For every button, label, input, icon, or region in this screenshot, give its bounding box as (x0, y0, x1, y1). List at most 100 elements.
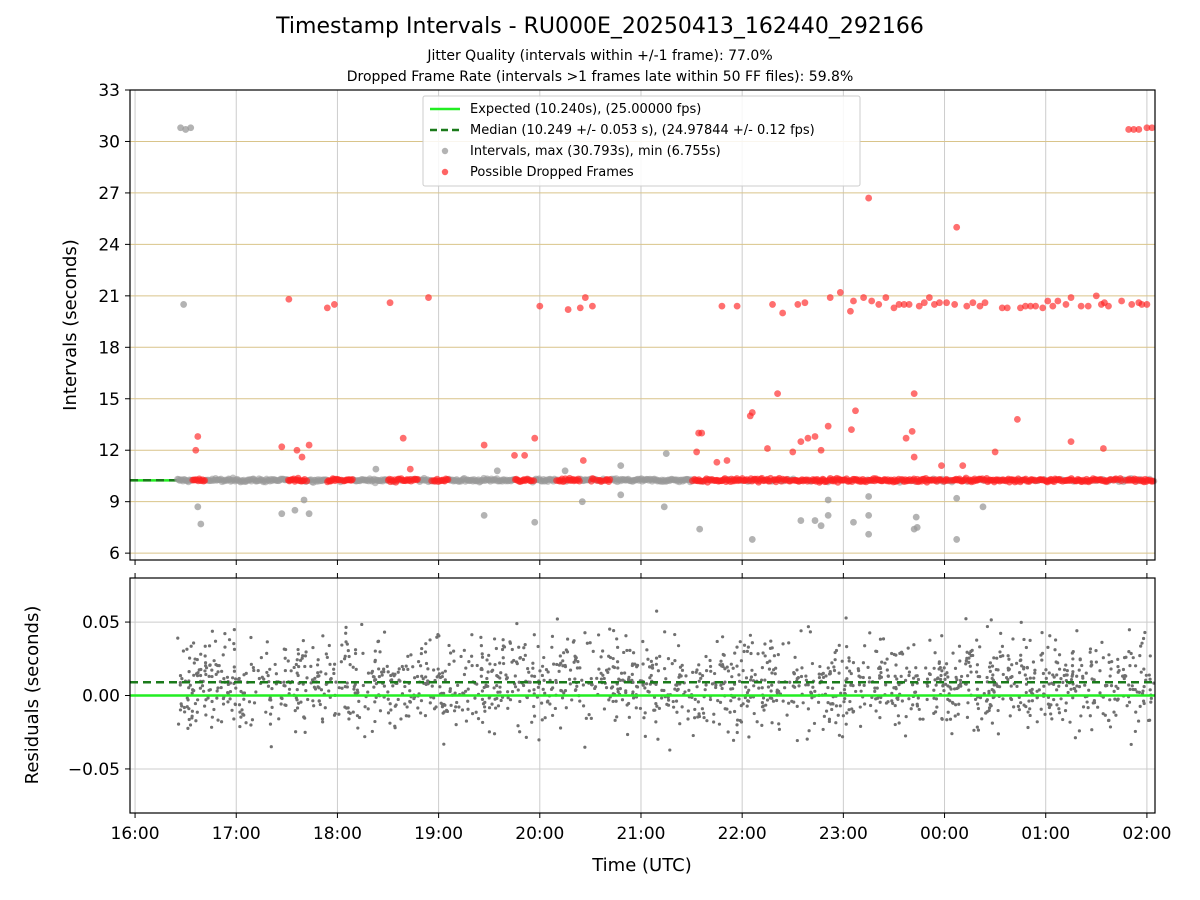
residual-point (738, 640, 742, 644)
residual-point (696, 700, 700, 704)
residual-point (320, 717, 325, 721)
residual-point (804, 678, 808, 682)
residual-point (910, 683, 915, 687)
residual-point (1064, 701, 1068, 705)
residual-point (216, 686, 220, 690)
residual-point (1070, 674, 1074, 678)
residual-point (234, 686, 238, 690)
residual-point (1001, 672, 1005, 677)
residual-point (935, 677, 940, 681)
dropped-frame-point (875, 301, 883, 308)
residual-point (265, 651, 269, 655)
residual-point (958, 659, 962, 663)
dropped-frame-point (953, 223, 961, 231)
residual-point (644, 682, 649, 686)
residual-point (440, 671, 445, 675)
residual-point (193, 701, 198, 706)
residual-point (683, 690, 687, 694)
dropped-frame-point (1105, 302, 1112, 310)
residual-point (720, 686, 724, 691)
residual-point (771, 699, 776, 703)
residual-point (327, 643, 331, 648)
residual-point (355, 688, 359, 692)
dropped-frame-point (1099, 445, 1107, 452)
residual-point (219, 685, 223, 690)
residual-point (591, 649, 595, 653)
residual-point (265, 670, 269, 675)
residual-point (691, 733, 695, 738)
dropped-frame-rate-subtitle: Dropped Frame Rate (intervals >1 frames … (346, 69, 854, 85)
residual-point (1009, 684, 1013, 688)
residual-point (456, 683, 460, 687)
residual-point (360, 622, 364, 627)
dropped-frame-point (1032, 302, 1040, 310)
residual-point (1061, 717, 1065, 722)
residual-point (827, 719, 832, 724)
dropped-frame-point (298, 453, 306, 461)
residual-point (742, 643, 747, 647)
x-tick-label: 20:00 (515, 824, 564, 844)
residual-point (1015, 684, 1019, 688)
residual-point (1024, 690, 1028, 695)
residual-point (363, 705, 367, 709)
residual-point (279, 696, 283, 700)
residual-point (1011, 637, 1015, 641)
residual-point (223, 632, 227, 636)
residual-point (625, 732, 630, 737)
residual-point (788, 680, 792, 684)
residual-point (674, 683, 678, 687)
residual-point (894, 663, 898, 667)
residual-point (200, 684, 205, 688)
residual-point (593, 686, 597, 691)
residual-point (237, 676, 241, 681)
legend-dropped-label: Possible Dropped Frames (470, 165, 634, 180)
residual-point (522, 646, 526, 650)
residual-point (744, 685, 748, 689)
residual-point (196, 671, 200, 675)
dropped-frame-point (693, 448, 701, 456)
residual-point (934, 697, 939, 701)
residual-point (1127, 650, 1131, 654)
residual-point (347, 654, 351, 659)
residual-point (1112, 689, 1116, 693)
residual-point (921, 717, 925, 721)
residual-point (975, 725, 979, 729)
residual-point (506, 690, 510, 694)
legend-dropped-marker (441, 168, 449, 176)
residual-point (1130, 684, 1134, 688)
residual-point (532, 714, 537, 718)
residual-point (1059, 677, 1063, 681)
residual-point (506, 706, 510, 710)
dropped-frame-point (915, 302, 923, 310)
residual-point (1084, 671, 1088, 675)
residual-point (277, 717, 281, 721)
residual-point (1083, 683, 1087, 687)
residual-point (863, 644, 867, 648)
residual-point (732, 709, 737, 714)
residual-point (399, 717, 403, 721)
residual-point (494, 706, 498, 710)
residual-point (964, 617, 968, 621)
residual-point (599, 655, 603, 659)
residual-point (394, 703, 398, 707)
residual-point (862, 683, 866, 687)
residual-point (878, 637, 883, 641)
residual-point (859, 689, 863, 693)
residual-point (302, 715, 306, 719)
residual-point (916, 677, 921, 682)
residual-point (867, 680, 871, 684)
residual-point (760, 705, 765, 709)
dropped-frame-point (1130, 126, 1138, 133)
residual-point (873, 689, 877, 693)
dropped-frame-point (748, 409, 756, 416)
residual-point (568, 682, 572, 686)
residual-point (832, 665, 836, 669)
residual-point (498, 661, 502, 665)
dropped-frame-point (521, 451, 529, 459)
dropped-frame-point (192, 446, 200, 454)
residual-point (1055, 703, 1059, 707)
interval-point (372, 465, 380, 473)
interval-point (696, 525, 704, 533)
residual-point (948, 699, 952, 703)
residual-point (1080, 663, 1084, 668)
